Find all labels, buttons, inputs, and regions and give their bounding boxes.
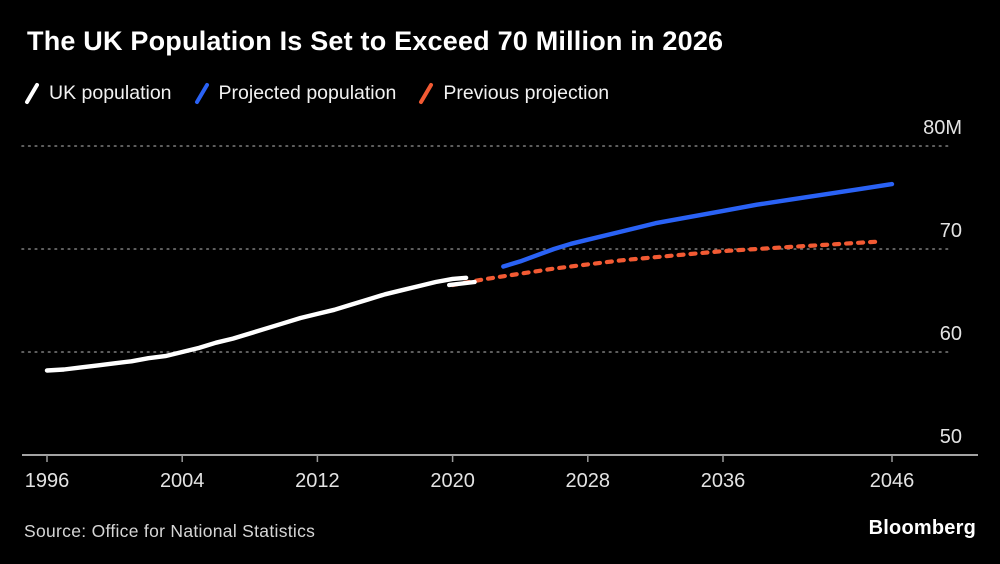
legend-label-projected-population: Projected population xyxy=(218,82,397,104)
series-uk-population xyxy=(44,275,469,373)
series-uk-population-revised-segment xyxy=(447,279,477,288)
chart-title: The UK Population Is Set to Exceed 70 Mi… xyxy=(27,26,724,56)
x-axis-label-2020: 2020 xyxy=(430,470,475,492)
x-axis-label-1996: 1996 xyxy=(25,470,70,492)
y-axis-label-50: 50 xyxy=(940,426,962,448)
legend-item-uk-population: UK population xyxy=(24,82,172,105)
legend-slash-icon xyxy=(194,83,209,104)
legend-label-uk-population: UK population xyxy=(49,82,172,104)
legend-slash-icon xyxy=(25,83,39,104)
y-axis-label-70: 70 xyxy=(940,220,962,242)
x-axis-label-2028: 2028 xyxy=(566,470,611,492)
legend-slash-icon xyxy=(419,83,434,104)
x-axis-label-2036: 2036 xyxy=(701,470,746,492)
legend-item-previous-projection: Previous projection xyxy=(418,82,609,105)
series-projected-population xyxy=(501,181,895,269)
y-axis-label-60: 60 xyxy=(940,323,962,345)
chart-legend: UK population Projected population Previ… xyxy=(24,82,609,105)
series-previous-projection xyxy=(450,239,878,288)
legend-label-previous-projection: Previous projection xyxy=(443,82,610,104)
y-axis-label-80: 80M xyxy=(923,117,962,139)
x-axis-label-2046: 2046 xyxy=(870,470,915,492)
x-axis-label-2004: 2004 xyxy=(160,470,205,492)
source-note: Source: Office for National Statistics xyxy=(24,521,316,541)
x-axis-label-2012: 2012 xyxy=(295,470,340,492)
bloomberg-logo: Bloomberg xyxy=(868,517,976,539)
legend-item-projected-population: Projected population xyxy=(194,82,397,105)
